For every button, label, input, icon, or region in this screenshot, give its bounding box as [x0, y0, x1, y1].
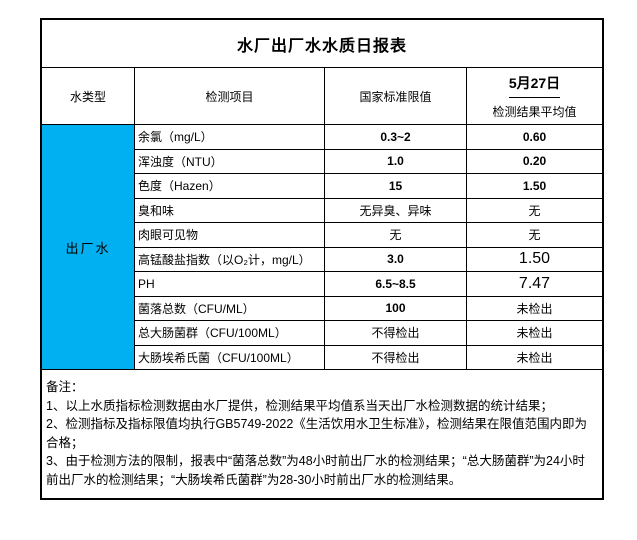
header-result-group: 5月27日 检测结果平均值: [467, 68, 602, 124]
result-cell: 1.50: [522, 178, 547, 193]
table-row: 臭和味 无异臭、异味 无: [135, 198, 602, 223]
note-line: 1、以上水质指标检测数据由水厂提供，检测结果平均值系当天出厂水检测数据的统计结果…: [46, 398, 553, 413]
notes-section: 备注： 1、以上水质指标检测数据由水厂提供，检测结果平均值系当天出厂水检测数据的…: [42, 370, 602, 489]
test-item-cell: 总大肠菌群（CFU/100ML）: [135, 321, 325, 345]
result-cell: 0.60: [522, 129, 547, 144]
result-cell: 未检出: [516, 350, 553, 365]
standard-limit-cell: 1.0: [325, 149, 467, 173]
data-section: 出厂水 余氯（mg/L） 0.3~2 0.60 浑浊度（NTU） 1.0 0.2…: [42, 125, 602, 370]
standard-limit-cell: 100: [325, 296, 467, 320]
result-cell: 无: [528, 203, 541, 218]
table-row: 菌落总数（CFU/ML） 100 未检出: [135, 296, 602, 321]
table-header-row: 水类型 检测项目 国家标准限值 5月27日 检测结果平均值: [42, 68, 602, 125]
standard-limit-cell: 3.0: [325, 247, 467, 271]
test-item-cell: 色度（Hazen）: [135, 174, 325, 198]
result-cell: 0.20: [522, 154, 547, 169]
test-item-cell: 臭和味: [135, 198, 325, 222]
table-row: 总大肠菌群（CFU/100ML） 不得检出 未检出: [135, 321, 602, 346]
table-row: 余氯（mg/L） 0.3~2 0.60: [135, 125, 602, 150]
table-row: 浑浊度（NTU） 1.0 0.20: [135, 149, 602, 174]
result-cell: 未检出: [516, 326, 553, 341]
test-item-cell: PH: [135, 272, 325, 296]
notes-label: 备注：: [46, 380, 84, 394]
standard-limit-cell: 无异臭、异味: [325, 198, 467, 222]
test-item-cell: 菌落总数（CFU/ML）: [135, 296, 325, 320]
standard-limit-cell: 6.5~8.5: [325, 272, 467, 296]
report-title: 水厂出厂水水质日报表: [236, 37, 407, 55]
test-item-cell: 浑浊度（NTU）: [135, 149, 325, 173]
result-cell: 1.50: [518, 250, 551, 268]
test-item-cell: 大肠埃希氏菌（CFU/100ML）: [135, 345, 325, 369]
header-national-standard: 国家标准限值: [325, 68, 467, 124]
header-test-item: 检测项目: [135, 68, 325, 124]
test-item-cell: 高锰酸盐指数（以O₂计，mg/L）: [135, 247, 325, 271]
note-line: 3、由于检测方法的限制，报表中“菌落总数”为48小时前出厂水的检测结果；“总大肠…: [46, 454, 585, 487]
data-rows: 余氯（mg/L） 0.3~2 0.60 浑浊度（NTU） 1.0 0.20 色度…: [135, 125, 602, 369]
standard-limit-cell: 0.3~2: [325, 125, 467, 149]
table-row: 色度（Hazen） 15 1.50: [135, 174, 602, 199]
result-cell: 无: [528, 228, 541, 243]
table-row: 肉眼可见物 无 无: [135, 223, 602, 248]
test-item-cell: 肉眼可见物: [135, 223, 325, 247]
header-avg-result: 检测结果平均值: [492, 104, 577, 119]
header-report-date: 5月27日: [508, 68, 561, 98]
standard-limit-cell: 不得检出: [325, 345, 467, 369]
standard-limit-cell: 不得检出: [325, 321, 467, 345]
standard-limit-cell: 无: [325, 223, 467, 247]
test-item-cell: 余氯（mg/L）: [135, 125, 325, 149]
result-cell: 7.47: [518, 274, 551, 292]
water-type-merged-cell: 出厂水: [42, 125, 135, 369]
report-title-row: 水厂出厂水水质日报表: [42, 20, 602, 68]
table-row: 大肠埃希氏菌（CFU/100ML） 不得检出 未检出: [135, 345, 602, 369]
note-line: 2、检测指标及指标限值均执行GB5749-2022《生活饮用水卫生标准》，检测结…: [46, 417, 588, 450]
water-quality-report-table: 水厂出厂水水质日报表 水类型 检测项目 国家标准限值 5月27日 检测结果平均值…: [40, 18, 604, 500]
table-row: PH 6.5~8.5 7.47: [135, 272, 602, 297]
header-water-type: 水类型: [42, 68, 135, 124]
result-cell: 未检出: [516, 301, 553, 316]
table-row: 高锰酸盐指数（以O₂计，mg/L） 3.0 1.50: [135, 247, 602, 272]
standard-limit-cell: 15: [325, 174, 467, 198]
